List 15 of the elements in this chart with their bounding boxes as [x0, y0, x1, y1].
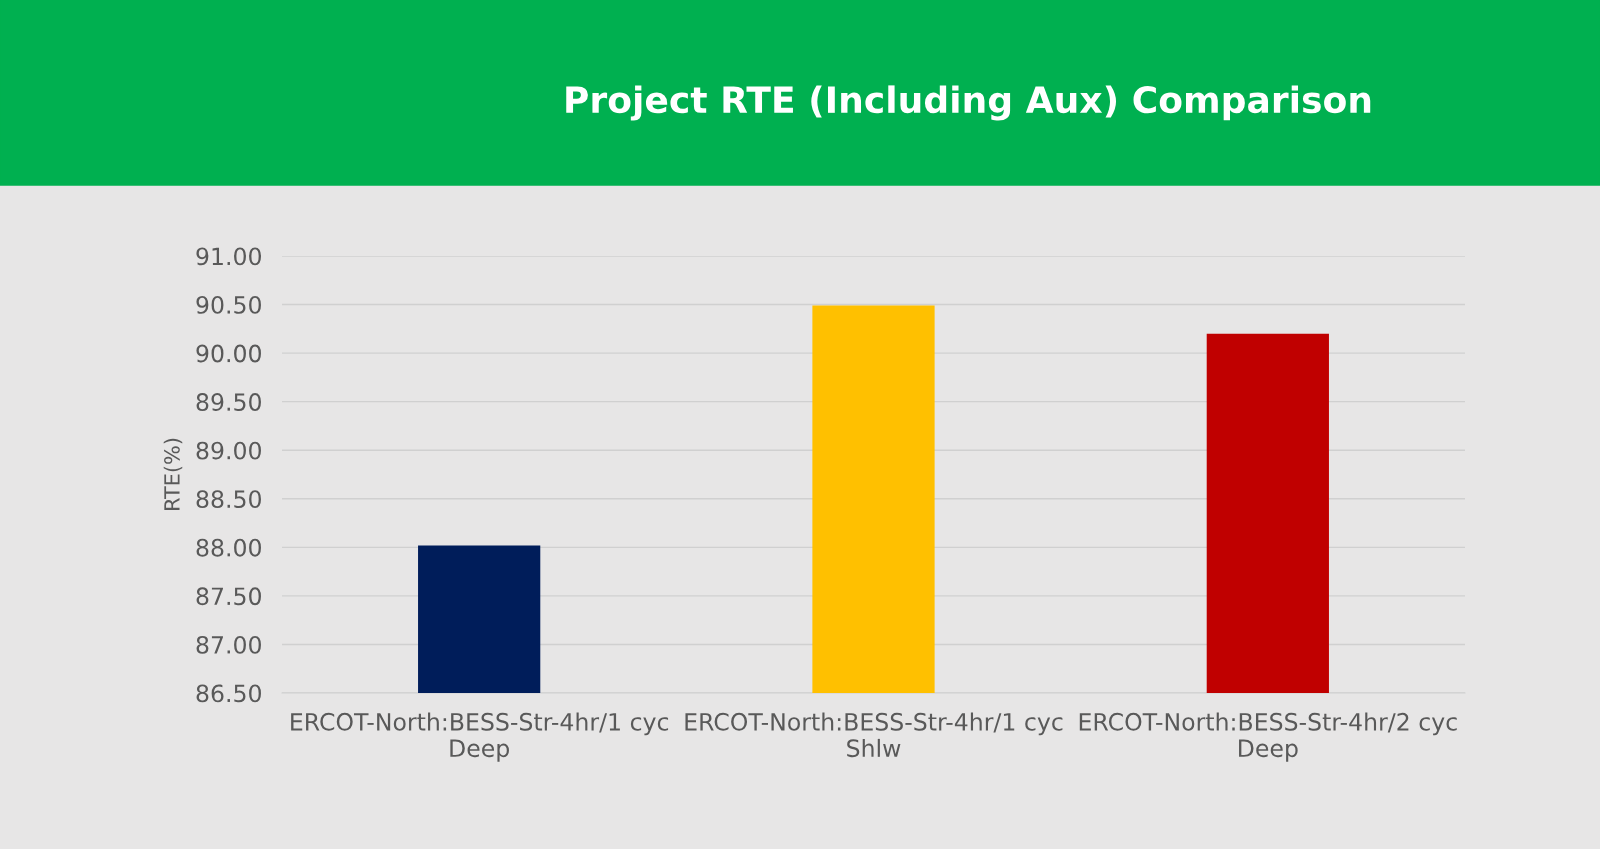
x-tick-label: ERCOT-North:BESS-Str-4hr/1 cyc Deep	[291, 712, 669, 762]
chart-title: Project RTE (Including Aux) Comparison	[566, 85, 1371, 121]
y-tick-label: 91.00	[196, 247, 261, 266]
y-tick-label: 86.50	[196, 684, 261, 703]
y-tick-label: 87.50	[196, 587, 261, 606]
y-tick-label: 89.00	[196, 441, 261, 460]
x-tick-label: ERCOT-North:BESS-Str-4hr/1 cyc Shlw	[685, 712, 1063, 758]
y-tick-label: 89.50	[196, 393, 261, 411]
y-tick-label: 90.50	[196, 296, 261, 314]
x-tick-label: ERCOT-North:BESS-Str-4hr/2 cyc Deep	[1079, 712, 1457, 762]
y-axis-title: RTE(%)	[163, 438, 183, 510]
y-tick-label: 88.00	[196, 538, 261, 557]
y-tick-label: 88.50	[196, 490, 261, 509]
y-tick-label: 87.00	[196, 635, 261, 654]
y-tick-label: 90.00	[196, 344, 261, 363]
